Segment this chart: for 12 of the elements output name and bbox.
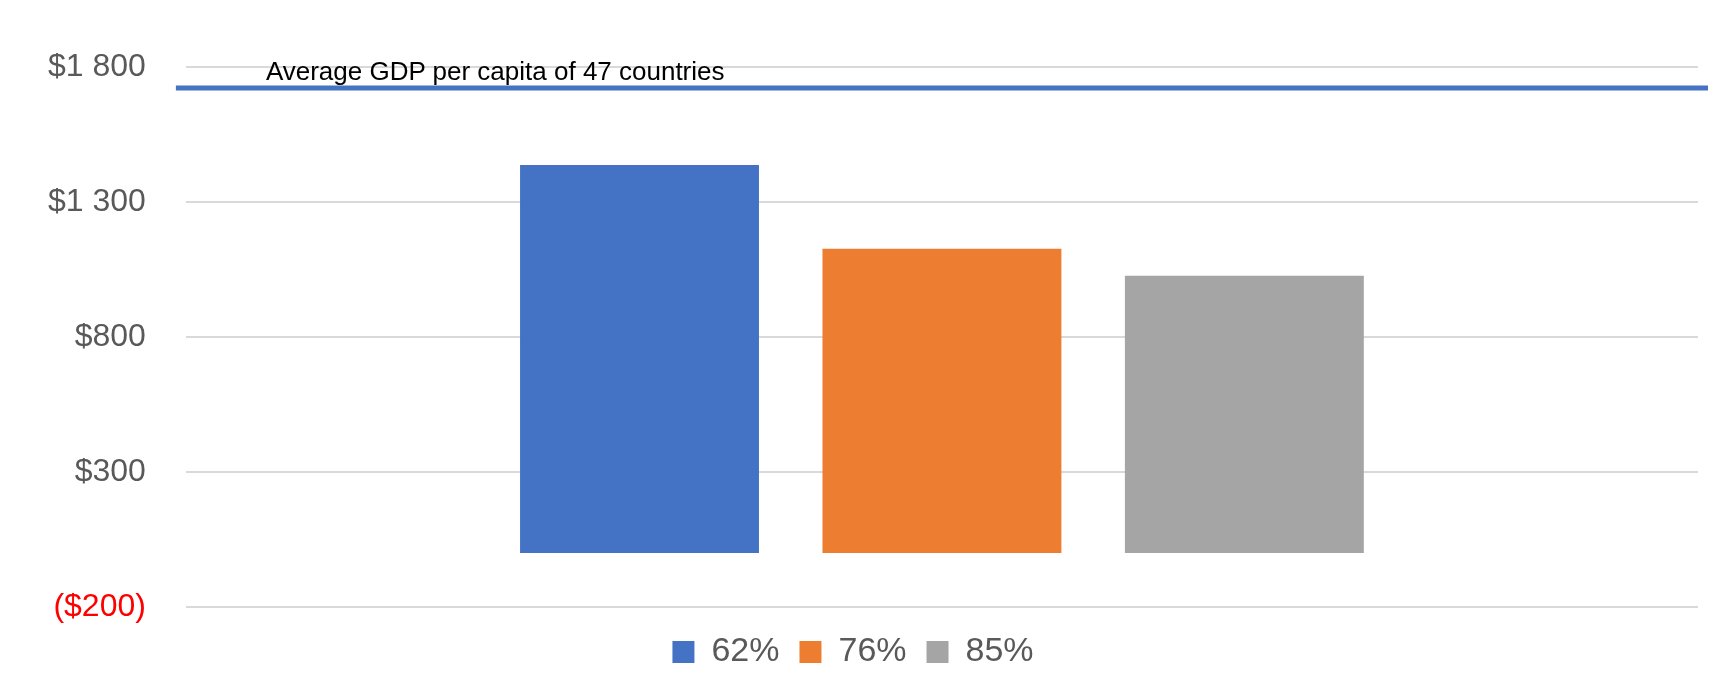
y-tick-label: $1 800: [48, 47, 146, 84]
bar: [1124, 275, 1364, 554]
bar: [520, 164, 759, 554]
legend-label: 76%: [838, 630, 907, 669]
y-tick-label: $300: [74, 451, 146, 488]
bar: [822, 248, 1062, 554]
legend-label: 85%: [965, 630, 1034, 669]
y-tick-label: $1 300: [48, 181, 146, 218]
legend-label: 62%: [711, 630, 780, 669]
y-tick-label: ($200): [53, 586, 146, 623]
ref-line-label: Average GDP per capita of 47 countries: [265, 56, 725, 87]
y-tick-label: $800: [74, 316, 146, 353]
